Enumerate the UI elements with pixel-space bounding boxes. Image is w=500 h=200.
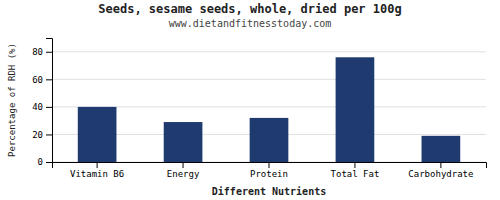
x-tick: Carbohydrate <box>408 162 473 179</box>
bar <box>422 136 461 162</box>
title: Seeds, sesame seeds, whole, dried per 10… <box>98 2 401 16</box>
x-tick-mark <box>440 162 441 168</box>
y-tick: 80 <box>32 47 52 57</box>
y-axis: 0 20 40 60 80 <box>32 39 52 168</box>
plot: Vitamin B6 Energy Protein Total Fat Carbohyd… <box>32 39 486 180</box>
y-tick-label: 40 <box>32 102 43 112</box>
y-tick: 60 <box>32 75 52 85</box>
bar <box>336 57 375 162</box>
y-tick-mark <box>46 79 52 80</box>
x-axis-line <box>53 163 487 169</box>
x-tick: Energy <box>167 162 200 179</box>
grid <box>52 52 486 162</box>
y-tick-label: 20 <box>32 130 43 140</box>
grid-line <box>52 79 486 80</box>
grid-line <box>52 106 486 107</box>
x-tick-label: Total Fat <box>331 169 380 179</box>
x-tick-label: Carbohydrate <box>408 169 473 179</box>
x-tick-label: Protein <box>250 169 288 179</box>
y-tick-label: 60 <box>32 75 43 85</box>
y-tick: 0 <box>38 157 52 167</box>
y-tick-mark <box>46 107 52 108</box>
y-tick-label: 0 <box>38 157 43 167</box>
x-tick-mark <box>183 162 184 168</box>
subtitle: www.dietandfitnesstoday.com <box>169 18 332 29</box>
grid-line <box>52 51 486 52</box>
x-axis: Vitamin B6 Energy Protein Total Fat Carbohyd… <box>53 162 487 179</box>
y-tick-label: 80 <box>32 47 43 57</box>
bars <box>78 57 460 162</box>
y-tick-mark <box>46 52 52 53</box>
bar <box>250 118 289 162</box>
x-tick-mark <box>97 162 98 168</box>
x-axis-title: Different Nutrients <box>212 186 326 197</box>
chart: Seeds, sesame seeds, whole, dried per 10… <box>0 0 500 200</box>
x-tick-mark <box>354 162 355 168</box>
y-tick: 40 <box>32 102 52 112</box>
bar <box>164 122 203 162</box>
y-axis-title: Percentage of RDH (%) <box>7 43 17 157</box>
x-tick: Protein <box>250 162 288 179</box>
bar <box>78 107 117 162</box>
x-tick-label: Vitamin B6 <box>70 169 124 179</box>
y-tick: 20 <box>32 130 52 140</box>
x-tick-mark <box>269 162 270 168</box>
x-tick: Vitamin B6 <box>70 162 124 179</box>
y-axis-line <box>46 39 53 163</box>
x-tick: Total Fat <box>331 162 380 179</box>
y-tick-mark <box>46 134 52 135</box>
x-tick-label: Energy <box>167 169 200 179</box>
y-tick-mark <box>46 162 52 163</box>
